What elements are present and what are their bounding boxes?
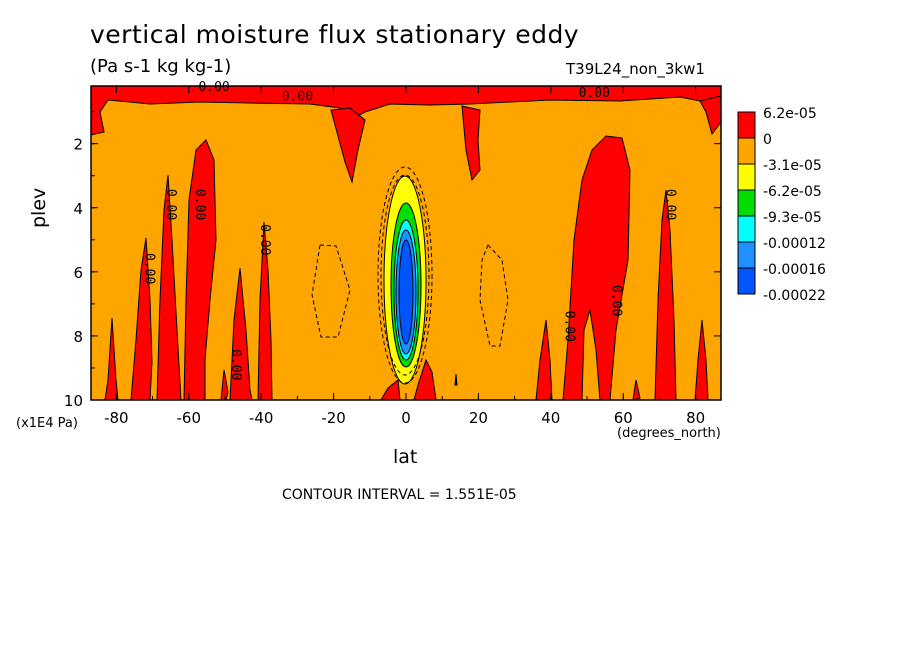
x-tick-label: -60 (177, 409, 202, 427)
y-tick-label: 6 (73, 264, 83, 282)
contour-label: 0.00 (579, 86, 610, 101)
colorbar-label: -0.00012 (763, 236, 826, 252)
x-axis-label: lat (393, 446, 418, 468)
contour-labels: 0.00 0.00 0.00 0.00 0.00 0.00 0.00 0.00 0.00 0.00… (141, 80, 677, 381)
chart-title: vertical moisture flux stationary eddy (90, 20, 580, 49)
colorbar-label: -0.00022 (763, 288, 826, 304)
contour-label: 0.00 (228, 349, 243, 380)
colorbar-swatch (737, 241, 756, 269)
colorbar-swatch (737, 137, 756, 165)
colorbar-swatch (737, 163, 756, 191)
colorbar: 6.2e-05 0 -3.1e-05 -6.2e-05 -9.3e-05 -0.00012… (737, 106, 826, 304)
contour-label: 0.00 (141, 253, 156, 284)
contour-label: 0.00 (192, 189, 207, 220)
x-tick-label: 80 (686, 409, 705, 427)
contour-label: 0.00 (198, 80, 229, 95)
x-axis-ticks: -80 -60 -40 -20 0 20 40 60 80 (104, 86, 705, 427)
y-axis-ticks: 2 4 6 8 10 (64, 111, 721, 410)
x-tick-label: 0 (401, 409, 411, 427)
colorbar-label: 6.2e-05 (763, 106, 817, 122)
colorbar-swatch (737, 111, 756, 139)
contour-label: 0.00 (561, 311, 576, 342)
contour-label: 0.00 (163, 189, 178, 220)
x-tick-label: -20 (321, 409, 346, 427)
x-tick-label: 40 (541, 409, 560, 427)
run-label: T39L24_non_3kw1 (566, 60, 705, 78)
colorbar-label: -9.3e-05 (763, 210, 822, 226)
contour-field (91, 86, 721, 400)
chart-units: (Pa s-1 kg kg-1) (90, 56, 232, 77)
x-tick-label: -80 (104, 409, 129, 427)
colorbar-swatch (737, 267, 756, 295)
y-scale-label: (x1E4 Pa) (16, 416, 78, 431)
colorbar-label: 0 (763, 132, 772, 148)
x-tick-label: 20 (469, 409, 488, 427)
contour-label: 0.00 (282, 89, 313, 104)
contour-label: 0.00 (257, 224, 272, 255)
y-tick-label: 2 (73, 136, 83, 154)
y-tick-label: 8 (73, 328, 83, 346)
colorbar-label: -0.00016 (763, 262, 826, 278)
y-tick-label: 4 (73, 200, 83, 218)
contour-interval: CONTOUR INTERVAL = 1.551E-05 (282, 487, 517, 503)
contour-label: 0.00 (663, 189, 678, 220)
x-tick-label: -40 (249, 409, 274, 427)
x-units-label: (degrees_north) (617, 426, 721, 441)
colorbar-swatch (737, 189, 756, 217)
y-tick-label: 10 (64, 392, 83, 410)
colorbar-label: -3.1e-05 (763, 158, 822, 174)
colorbar-label: -6.2e-05 (763, 184, 822, 200)
x-tick-label: 60 (614, 409, 633, 427)
colorbar-swatch (737, 215, 756, 243)
contour-label: 0.00 (608, 285, 623, 316)
